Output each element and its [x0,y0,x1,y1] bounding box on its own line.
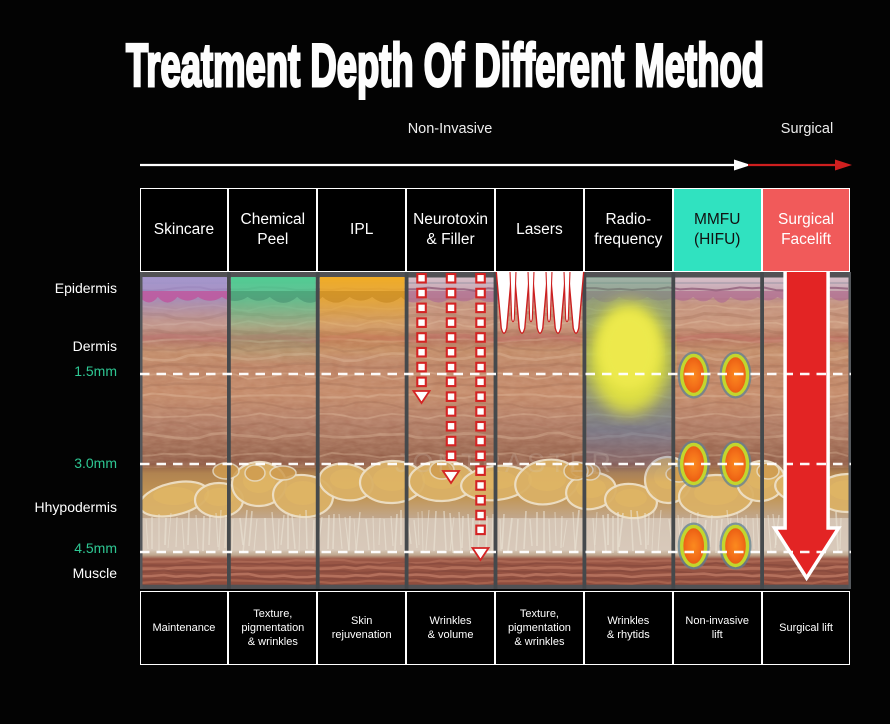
svg-text:Treatment Depth Of Different M: Treatment Depth Of Different Method [126,32,764,99]
